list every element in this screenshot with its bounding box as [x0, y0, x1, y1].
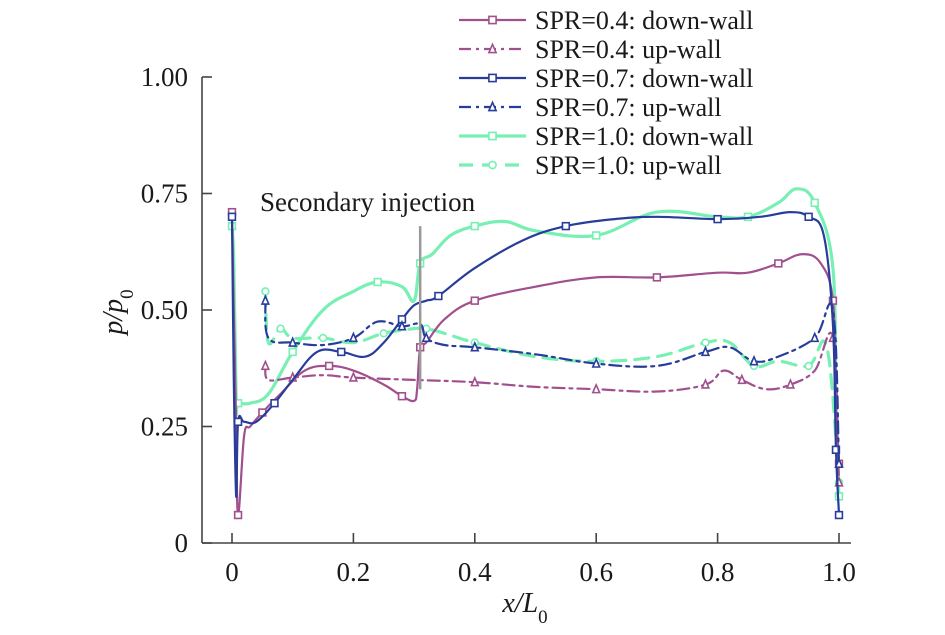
data-point: [828, 296, 838, 305]
data-point: [713, 214, 722, 224]
data-point: [288, 336, 298, 347]
legend-label: SPR=1.0: down-wall: [535, 122, 753, 151]
legend-label: SPR=0.4: up-wall: [535, 35, 722, 64]
x-tick-label: 0.8: [701, 557, 735, 587]
data-point: [337, 347, 346, 357]
data-point: [591, 357, 601, 368]
data-point: [804, 212, 813, 221]
axis-labels: p/p0 x/L0: [98, 289, 548, 627]
y-tick-label: 0: [175, 528, 189, 558]
data-point: [470, 340, 480, 352]
data-point: [591, 231, 601, 240]
series-line: [263, 289, 841, 484]
series-2: [227, 211, 844, 520]
data-point: [348, 331, 359, 343]
axes: [201, 77, 851, 544]
x-tick-label: 0.2: [337, 557, 371, 587]
data-point: [260, 294, 271, 305]
series-line: [264, 299, 841, 465]
data-point: [373, 277, 382, 287]
x-tick-label: 1.0: [822, 557, 856, 587]
data-point: [700, 378, 711, 389]
y-tick-label: 1.00: [141, 62, 188, 92]
x-axis-label: x/L0: [501, 588, 547, 628]
data-point: [233, 510, 243, 520]
data-point: [470, 375, 480, 387]
series-line: [230, 211, 841, 517]
y-tick-label: 0.50: [141, 295, 188, 325]
data-point: [434, 291, 443, 301]
series-line: [230, 187, 841, 498]
data-point: [701, 338, 710, 347]
data-point: [324, 361, 334, 371]
data-point: [749, 354, 759, 366]
data-point: [270, 398, 279, 408]
series-3: [260, 294, 844, 468]
data-point: [233, 417, 243, 427]
data-point: [470, 221, 479, 231]
data-point: [288, 347, 297, 357]
data-point: [834, 457, 844, 468]
x-tick-label: 0: [225, 557, 239, 587]
data-point: [397, 392, 407, 401]
data-point: [348, 371, 359, 382]
legend-label: SPR=0.7: down-wall: [535, 64, 753, 93]
legend-swatch-marker: [488, 131, 497, 141]
legend-label: SPR=1.0: up-wall: [535, 151, 722, 180]
data-point: [652, 273, 662, 282]
y-axis-label: p/p0: [98, 289, 138, 336]
data-point: [260, 359, 271, 371]
data-point: [421, 331, 431, 343]
data-point: [785, 378, 796, 389]
data-point: [561, 221, 571, 231]
series-1: [260, 331, 844, 487]
legend-swatch-marker: [487, 42, 498, 54]
x-tick-label: 0.4: [458, 557, 492, 587]
data-point: [397, 319, 407, 331]
legend-label: SPR=0.4: down-wall: [535, 6, 753, 35]
data-point: [261, 287, 270, 296]
y-tick-label: 0.75: [141, 179, 188, 209]
x-tick-label: 0.6: [579, 557, 613, 587]
annotation-label: Secondary injection: [260, 187, 476, 217]
data-point: [700, 345, 711, 357]
series-line: [264, 331, 841, 484]
legend-swatch-marker: [488, 73, 497, 83]
data-point: [276, 324, 285, 333]
legend-swatch-marker: [487, 100, 498, 112]
data-point: [810, 198, 819, 208]
data-point: [834, 510, 844, 520]
plot-area: [227, 187, 844, 520]
data-point: [470, 296, 479, 305]
legend-label: SPR=0.7: up-wall: [535, 93, 722, 122]
data-point: [774, 259, 783, 268]
data-point: [804, 361, 813, 371]
data-point: [318, 333, 328, 343]
legend-swatch-marker: [488, 160, 497, 170]
legend-swatch-marker: [488, 15, 497, 25]
data-point: [227, 212, 237, 221]
y-tick-label: 0.25: [141, 412, 188, 442]
tick-group: 0 0.25 0.50 0.75 1.00 0 0.2 0.4 0.6 0.8 1.0: [141, 62, 856, 587]
data-point: [379, 329, 388, 338]
data-point: [810, 331, 820, 343]
data-point: [737, 373, 747, 385]
annotation: Secondary injection: [260, 187, 476, 390]
data-point: [591, 382, 601, 394]
